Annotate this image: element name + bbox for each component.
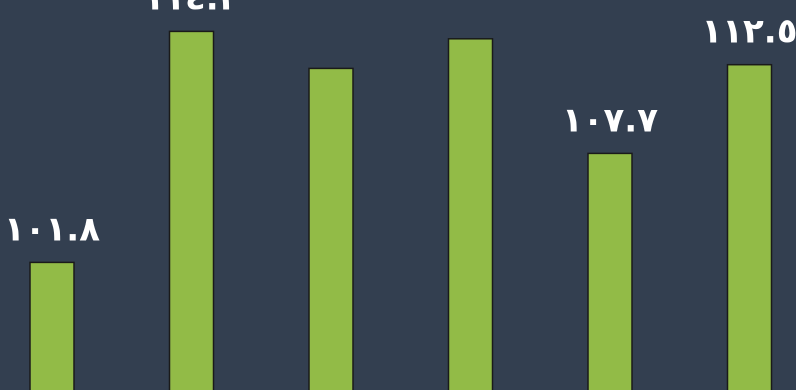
bar-2 (168, 30, 215, 390)
data-label-6: ١١٢.٥ (702, 12, 796, 52)
data-label-1: ١٠١.٨ (4, 209, 100, 249)
data-label-5: ١٠٧.٧ (562, 100, 658, 140)
bar-4 (447, 38, 494, 390)
data-labels-group: ١٠١.٨ ١١٤.٣ ١٠٧.٧ ١١٢.٥ (4, 0, 796, 249)
data-label-2: ١١٤.٣ (144, 0, 240, 18)
bar-6 (726, 63, 773, 390)
bar-5 (587, 152, 633, 390)
bar-3 (308, 67, 354, 390)
bars-group (29, 30, 773, 390)
bar-1 (29, 261, 75, 390)
